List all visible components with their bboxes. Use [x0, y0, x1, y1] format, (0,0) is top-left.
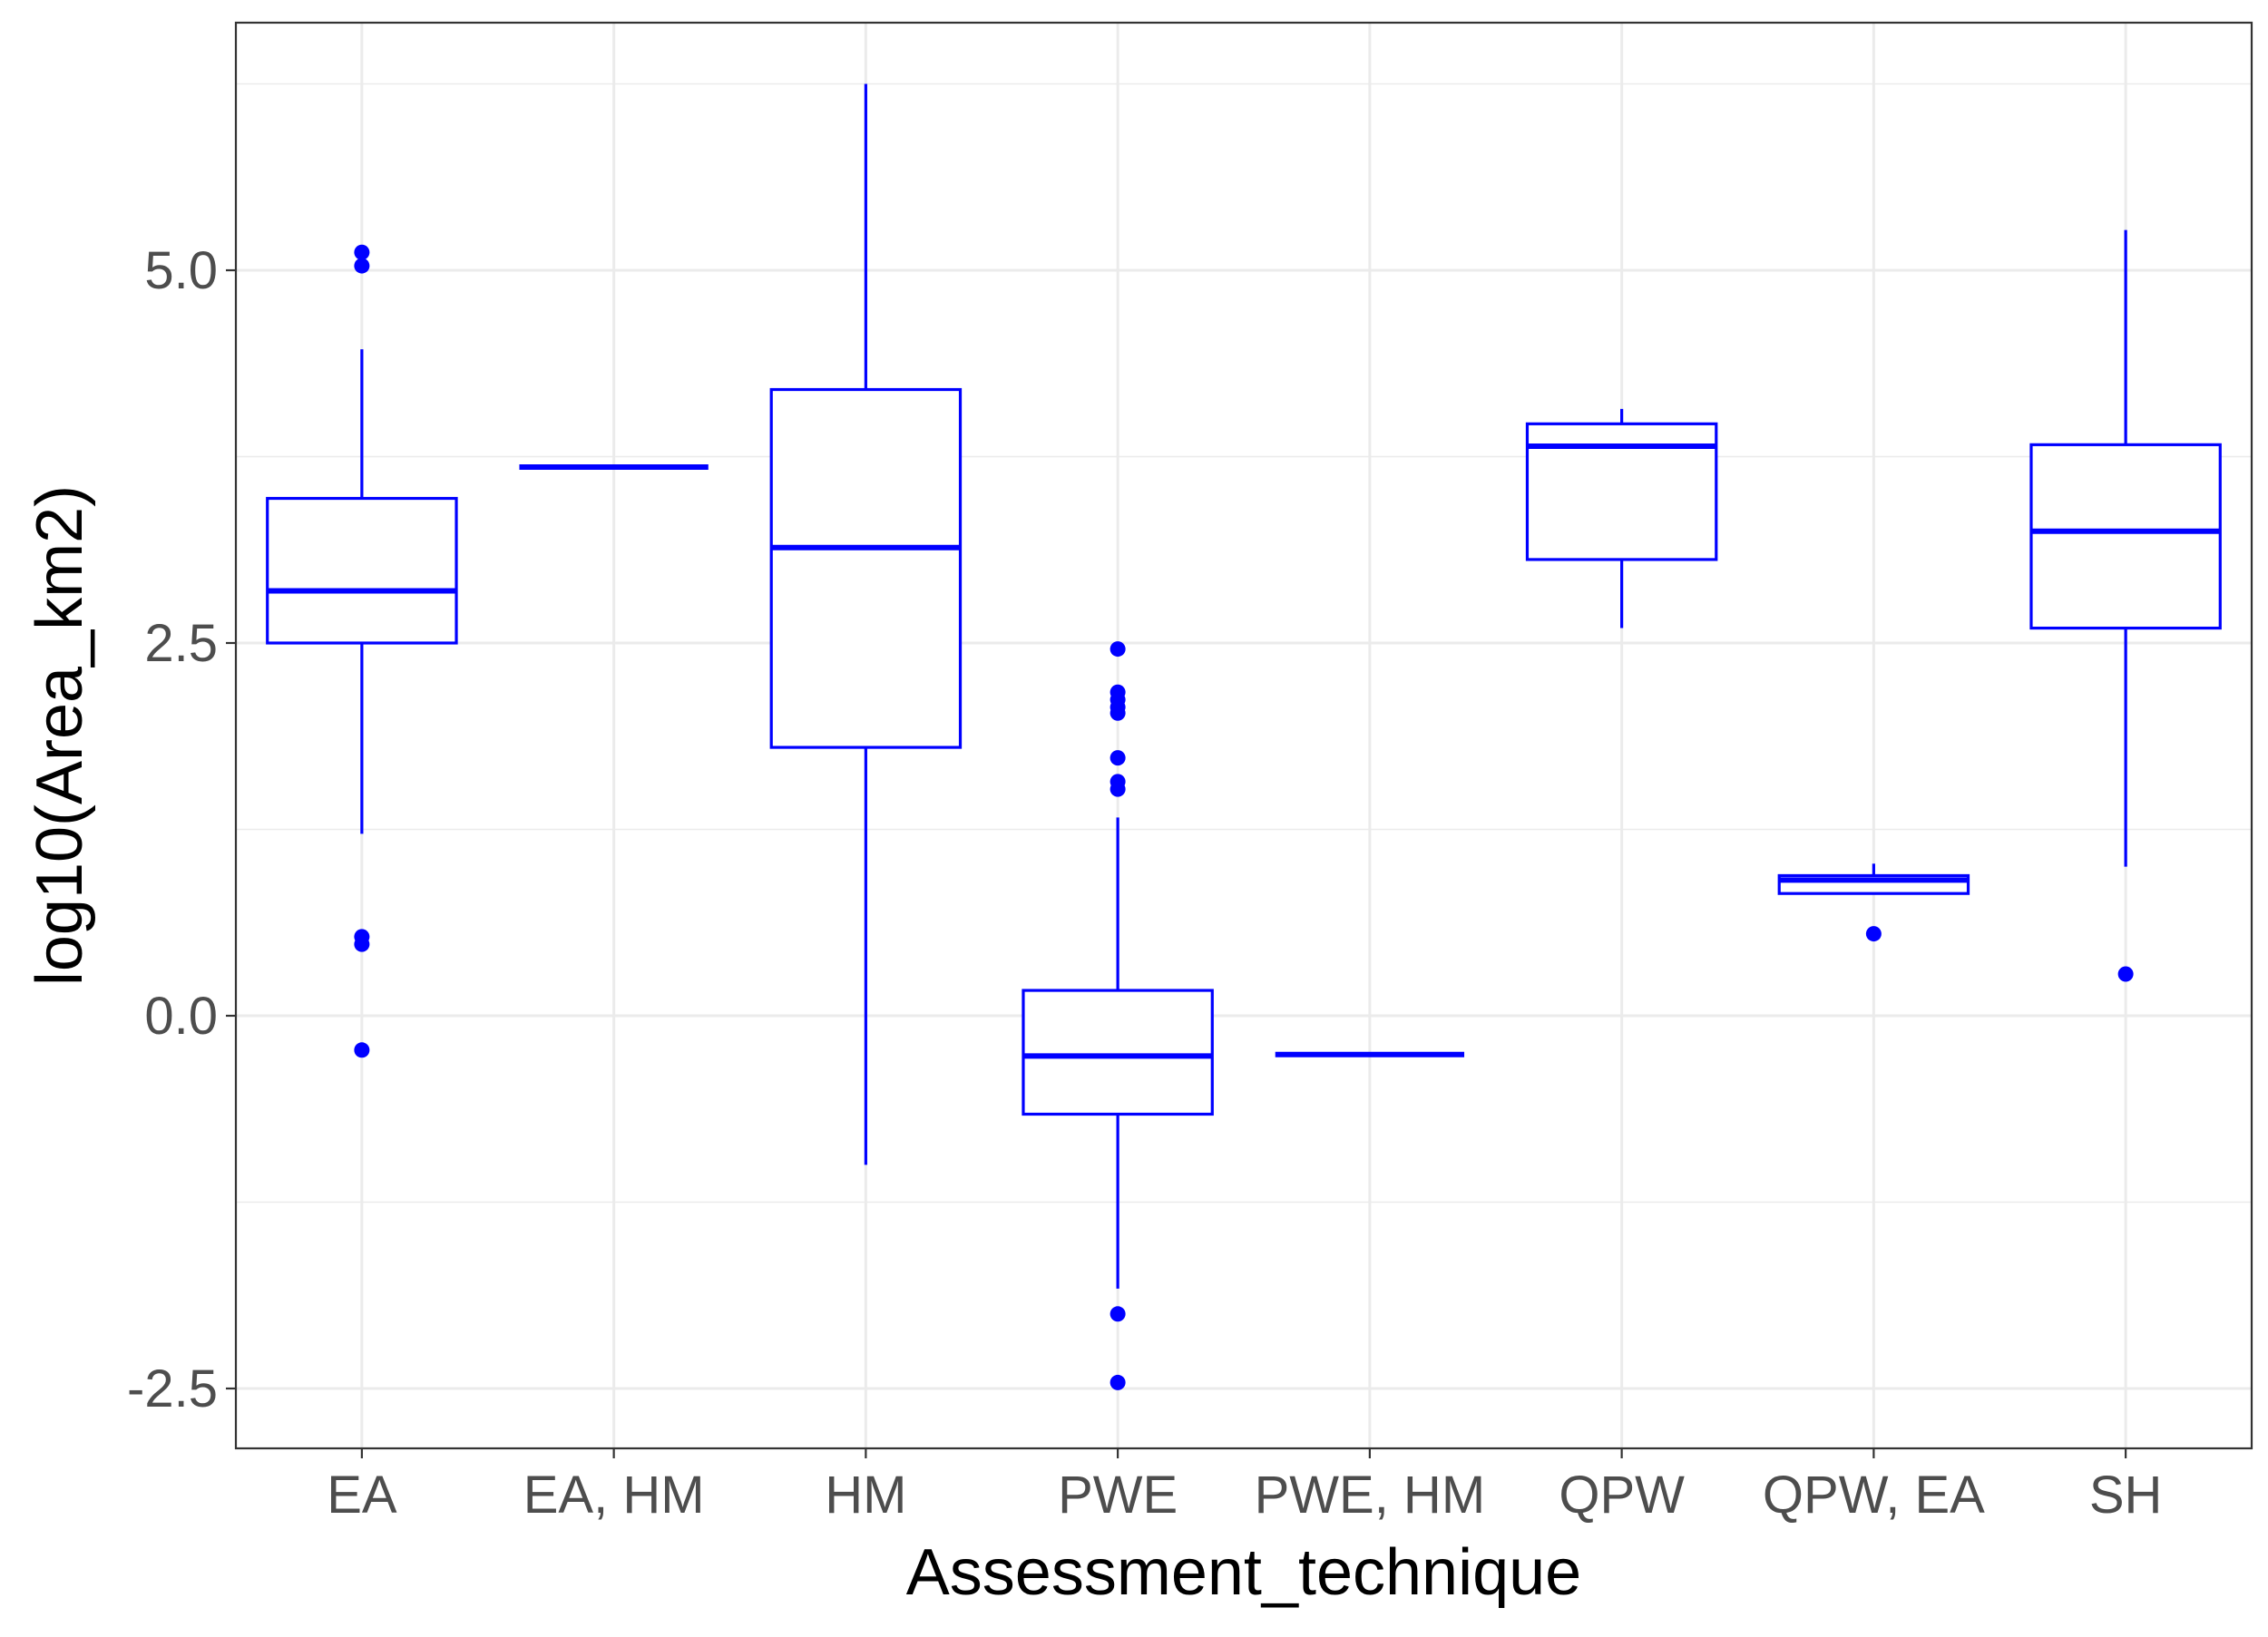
minor-gridlines: [236, 83, 2252, 1203]
outlier-point: [354, 258, 370, 274]
outlier-point: [1110, 750, 1126, 766]
x-tick-label: QPW, EA: [1763, 1466, 1985, 1525]
y-tick-label: -2.5: [127, 1359, 218, 1418]
box-ea: [266, 244, 458, 1058]
outlier-point: [354, 1042, 370, 1058]
outlier-point: [2117, 966, 2134, 982]
box-sh: [2029, 229, 2222, 982]
outlier-point: [354, 244, 370, 260]
box-qpw-ea: [1777, 863, 1970, 942]
x-tick-label: EA: [327, 1466, 397, 1525]
y-tick-label: 5.0: [144, 241, 218, 300]
x-tick-label: HM: [825, 1466, 906, 1525]
box-hm: [769, 83, 963, 1165]
y-tick-label: 0.0: [144, 987, 218, 1046]
x-tick-label: PWE, HM: [1255, 1466, 1486, 1525]
x-tick-label: EA, HM: [523, 1466, 705, 1525]
y-axis-title: log10(Area_km2): [24, 485, 96, 986]
box-iqr: [2029, 443, 2222, 630]
box-iqr: [1022, 989, 1214, 1116]
box-pwe: [1022, 641, 1214, 1390]
y-tick-label: 2.5: [144, 614, 218, 673]
outlier-point: [1110, 1306, 1126, 1322]
box-iqr: [769, 387, 963, 749]
panel-background: [236, 23, 2252, 1448]
box-series: [266, 83, 2222, 1390]
outlier-point: [1110, 641, 1126, 658]
x-axis: EA EA, HM HM PWE PWE, HM QPW QPW, EA SH: [327, 1448, 2162, 1525]
outlier-point: [1110, 705, 1126, 721]
outlier-point: [354, 936, 370, 952]
outlier-point: [1110, 781, 1126, 797]
x-axis-title: Assessment_technique: [906, 1536, 1581, 1609]
outlier-point: [1865, 926, 1882, 942]
x-tick-label: SH: [2089, 1466, 2163, 1525]
x-tick-label: PWE: [1058, 1466, 1178, 1525]
panel-border: [234, 21, 2253, 1450]
outlier-point: [1110, 1374, 1126, 1390]
x-tick-label: QPW: [1559, 1466, 1685, 1525]
box-qpw: [1525, 408, 1718, 628]
box-iqr: [266, 496, 458, 645]
y-axis: -2.5 0.0 2.5 5.0: [127, 241, 236, 1418]
